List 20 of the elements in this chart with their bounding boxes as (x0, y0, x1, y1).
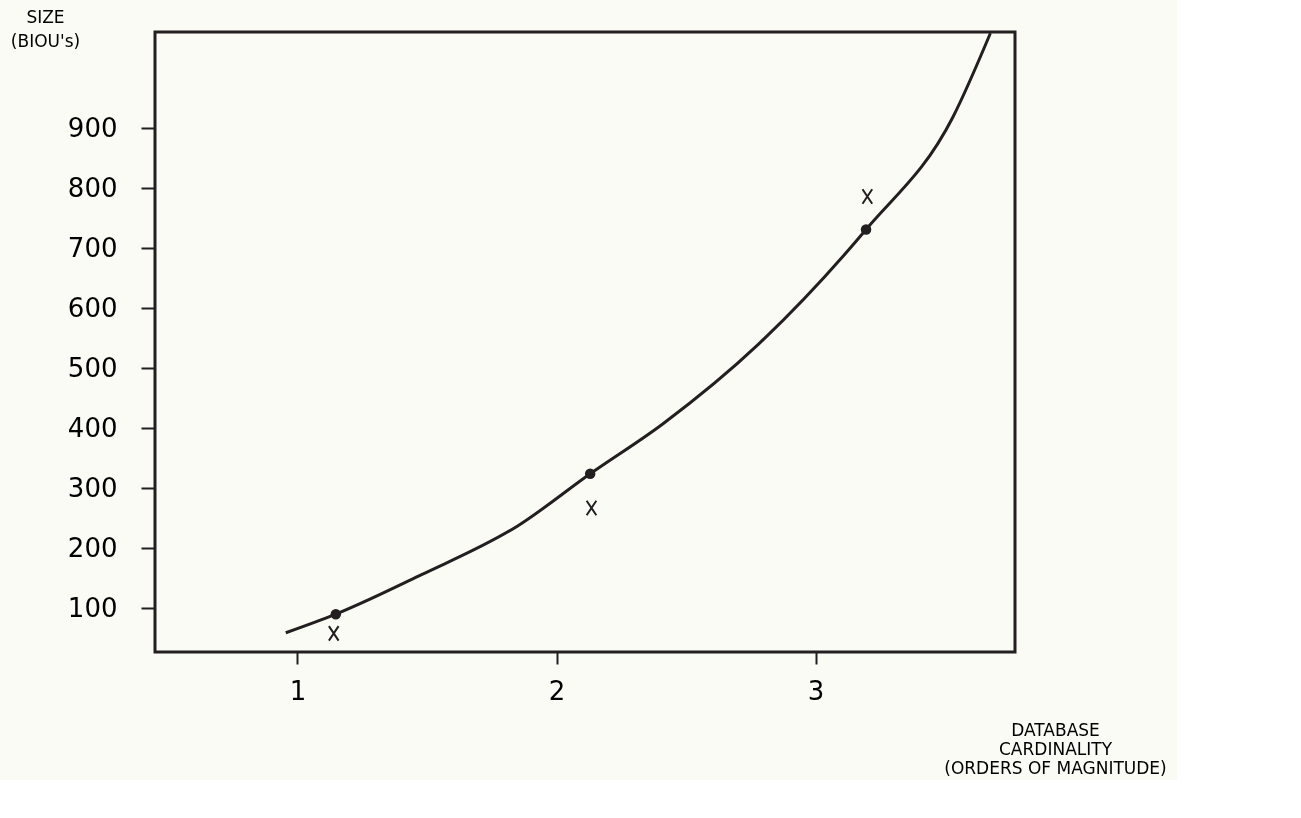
y-tick-label: 100 (67, 592, 118, 623)
y-axis-title: SIZE (BIOU's) (10, 6, 81, 51)
y-tick-label: 400 (67, 412, 118, 443)
y-tick-label: 700 (67, 232, 118, 263)
x-tick-label: 2 (548, 675, 566, 706)
point (861, 188, 874, 205)
y-tick-label: 600 (67, 292, 118, 323)
point (860, 224, 872, 235)
y-tick-label: 200 (67, 532, 118, 563)
x-axis-title: DATABASE CARDINALITY (ORDERS OF MAGNITUDE) (944, 719, 1167, 778)
point (585, 499, 598, 517)
y-tick-label: 500 (67, 352, 118, 383)
point (584, 468, 596, 479)
y-tick-label: 300 (67, 472, 118, 503)
x-tick-label: 1 (289, 675, 307, 706)
point (327, 625, 340, 642)
y-tick-label: 800 (67, 172, 118, 203)
point (330, 608, 342, 620)
y-tick-label: 900 (67, 112, 118, 143)
x-tick-label: 3 (807, 675, 825, 706)
